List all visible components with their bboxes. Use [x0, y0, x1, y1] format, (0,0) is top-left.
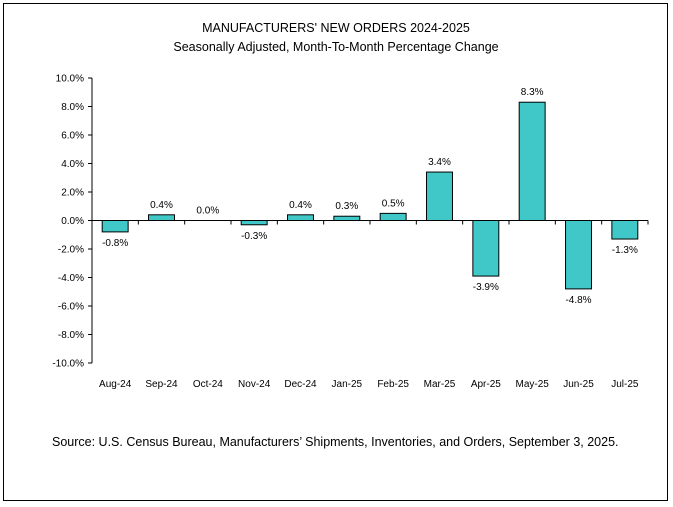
- x-tick-label: Dec-24: [284, 379, 317, 390]
- x-tick-label: Jun-25: [563, 379, 594, 390]
- data-label: 0.4%: [150, 200, 173, 211]
- x-tick-label: Oct-24: [193, 379, 223, 390]
- bar-feb-25: [379, 212, 407, 221]
- x-tick-label: Jan-25: [332, 379, 363, 390]
- x-tick-label: Jul-25: [611, 379, 639, 390]
- bar-may-25: [518, 101, 546, 221]
- data-label: -1.3%: [612, 245, 638, 256]
- x-tick-label: Nov-24: [238, 379, 271, 390]
- data-label: 0.4%: [289, 200, 312, 211]
- source-note: Source: U.S. Census Bureau, Manufacturer…: [52, 435, 619, 449]
- x-tick-label: Apr-25: [471, 379, 501, 390]
- x-tick-label: Aug-24: [99, 379, 132, 390]
- bars: -0.8% 0.4% 0.0% -0.3% 0.4% 0.3% 0.5% 3.4% -3.9% 8…: [101, 87, 639, 306]
- y-tick-label: 2.0%: [61, 188, 84, 199]
- data-label: -4.8%: [565, 295, 591, 306]
- bar-apr-25: [472, 220, 500, 277]
- y-tick-label: 10.0%: [56, 74, 84, 85]
- data-label: 0.5%: [382, 198, 405, 209]
- x-tick-label: May-25: [515, 379, 549, 390]
- y-tick-label: -10.0%: [52, 359, 84, 370]
- bar-aug-24: [101, 220, 129, 233]
- y-tick-label: -2.0%: [58, 245, 84, 256]
- y-tick-label: 6.0%: [61, 131, 84, 142]
- chart-frame: MANUFACTURERS' NEW ORDERS 2024-2025 Seas…: [3, 3, 668, 501]
- data-label: -3.9%: [473, 282, 499, 293]
- data-label: 0.0%: [196, 206, 219, 217]
- bar-jul-25: [611, 220, 639, 240]
- y-tick-label: 0.0%: [61, 216, 84, 227]
- bar-nov-24: [240, 220, 268, 226]
- chart-subtitle: Seasonally Adjusted, Month-To-Month Perc…: [173, 40, 498, 54]
- y-tick-label: -8.0%: [58, 330, 84, 341]
- y-tick-label: 8.0%: [61, 102, 84, 113]
- chart: MANUFACTURERS' NEW ORDERS 2024-2025 Seas…: [52, 21, 649, 390]
- data-label: 3.4%: [428, 157, 451, 168]
- bar-sep-24: [148, 214, 175, 222]
- y-tick-label: -4.0%: [58, 273, 84, 284]
- y-tick-label: -6.0%: [58, 302, 84, 313]
- y-tick-label: 4.0%: [61, 159, 84, 170]
- chart-title: MANUFACTURERS' NEW ORDERS 2024-2025: [202, 21, 470, 35]
- x-tick-label: Sep-24: [145, 379, 178, 390]
- bar-mar-25: [426, 171, 453, 222]
- data-label: 8.3%: [521, 87, 544, 98]
- data-label: -0.3%: [241, 231, 267, 242]
- x-axis: Aug-24 Sep-24 Oct-24 Nov-24 Dec-24 Jan-25 Feb-…: [91, 220, 649, 390]
- data-label: -0.8%: [102, 238, 128, 249]
- bar-dec-24: [287, 214, 314, 222]
- x-tick-label: Mar-25: [424, 379, 456, 390]
- bar-jun-25: [565, 220, 592, 290]
- x-tick-label: Feb-25: [377, 379, 409, 390]
- data-label: 0.3%: [335, 201, 358, 212]
- y-axis: 10.0% 8.0% 6.0% 4.0% 2.0% 0.0% -2.0% -4.0% -6.0%…: [52, 74, 93, 370]
- bar-jan-25: [333, 215, 361, 222]
